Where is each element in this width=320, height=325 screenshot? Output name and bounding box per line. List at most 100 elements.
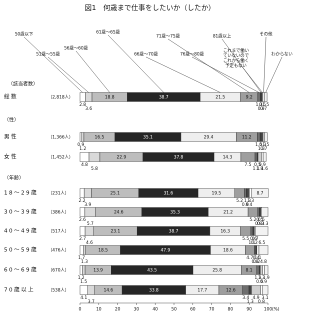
value-label: 1.3 [255,275,262,281]
row-label: 50～59歳 [4,246,38,254]
legend-leader [263,36,267,93]
bar-segment [81,132,85,142]
legend-label: 56歳～60歳 [64,45,89,52]
value-label: 38.7 [159,95,169,101]
value-label: 1.3 [247,299,254,305]
value-label: 0.2 [251,240,258,246]
bar-segment [254,245,256,255]
bar-segment [247,207,259,217]
value-label: 0.9 [77,142,84,148]
value-label: 3.7 [88,299,95,305]
bar-segment [262,152,267,162]
value-label: 1.8 [256,166,263,172]
bar-segment [261,207,269,217]
value-label: 18.8 [105,95,115,101]
value-label: 0.3 [259,142,266,148]
x-tick-label: 90 [246,307,252,313]
bar-segment [248,285,252,295]
legend-leader [107,34,164,93]
value-label: 5.2 [236,198,243,204]
legend-label: 81歳以上 [213,33,232,40]
chart: 図1 何歳まで仕事をしたいか（したか） （該当者数） （性） （年齢） 0 10 20 3… [4,3,293,313]
value-label: 0.6 [256,279,263,285]
value-label: 1.1 [249,240,256,246]
value-label: 35.3 [170,210,180,216]
value-label: 24.6 [114,210,124,216]
value-label: 4.9 [253,295,260,301]
bar-segment [82,265,86,275]
bar-segment [87,285,95,295]
x-tick-label: 0 [79,307,82,313]
legend-label: 66歳～70歳 [134,51,159,58]
value-label: 0.7 [252,236,259,242]
bar-segment [79,132,82,142]
value-label: 2.8 [79,102,86,108]
legend-leader [75,50,110,93]
value-label: 43.5 [147,268,157,274]
legend-leader [265,56,283,93]
row-label: 18～29歳 [4,189,38,197]
legend-label: 51歳～55歳 [36,51,61,58]
bar-segment [245,245,255,255]
value-label: 0.2 [253,259,260,265]
value-label: 3.1 [262,295,269,301]
bar-segment [258,245,269,255]
bar-segment [79,188,85,198]
value-label: 7.5 [245,162,252,168]
bar-segment [264,265,269,275]
value-label: 21.5 [216,95,226,101]
bar-segment [79,226,86,236]
value-label: 1.3 [258,146,265,152]
value-label: 5.7 [87,221,94,227]
value-label: 0.8 [255,221,262,227]
bar-segment [260,285,263,295]
value-label: 4.7 [246,255,253,261]
bar-segment [250,226,254,236]
bar-segment [262,92,265,102]
row-count: （1,366人） [48,135,73,141]
legend-leader [47,56,89,93]
bar-segment [260,92,263,102]
value-label: 21.2 [223,210,233,216]
value-label: 5.2 [250,217,257,223]
value-label: 0.6 [250,236,257,242]
value-label: 0.9 [260,279,267,285]
value-label: 1.6 [261,166,268,172]
value-label: 1.7 [78,255,85,261]
value-label: 35.1 [143,135,153,141]
value-label: 1.5 [80,279,87,285]
value-label: 1.1 [253,166,260,172]
value-label: 17.7 [198,288,208,294]
value-label: 23.1 [111,229,121,235]
x-tick-label: 40 [152,307,158,313]
bar-segment [257,92,261,102]
value-label: 0.5 [254,162,261,168]
value-label: 4.8 [260,259,267,265]
bar-segment [251,285,261,295]
value-label: 11.2 [242,135,252,141]
bar-segment [79,265,83,275]
legend-label: これまで働いていないのでこれから働く予定もない [223,47,249,69]
value-label: 2.7 [79,236,86,242]
x-tick-label: 60 [190,307,196,313]
value-label: 0.9 [258,106,265,112]
bar-segment [242,285,250,295]
x-tick-label: 70 [209,307,215,313]
value-label: 2.2 [79,198,86,204]
value-label: 0.9 [242,202,249,208]
value-label: 1.9 [263,275,270,281]
legend-label: 50歳以下 [15,31,34,38]
value-label: 5.8 [91,166,98,172]
value-label: 1.2 [78,275,85,281]
value-label: 29.4 [204,135,214,141]
bar-segment [246,188,249,198]
bar-segment [256,245,260,255]
bar-segment [79,245,84,255]
value-label: 4.6 [86,240,93,246]
bar-segment [257,207,260,217]
row-label: 60～69歳 [4,266,38,274]
bar-segment [84,226,94,236]
bar-segment [249,188,253,198]
value-label: 31.6 [164,191,174,197]
value-label: 14.6 [104,288,114,294]
